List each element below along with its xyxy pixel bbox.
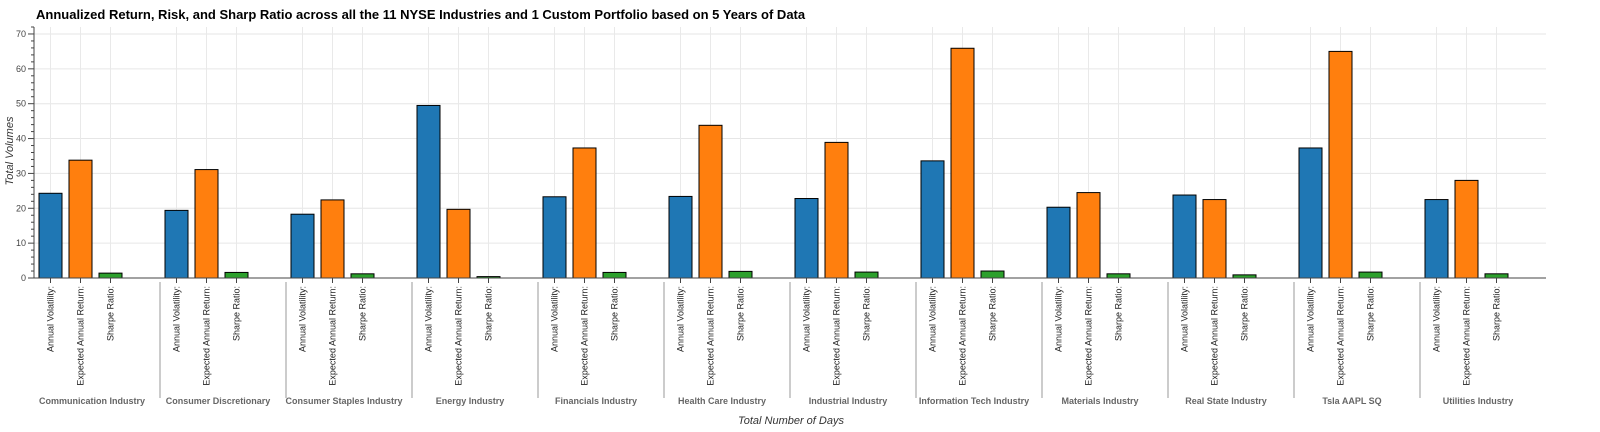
x-tick-label: Sharpe Ratio: xyxy=(1114,286,1124,341)
x-tick-label: Annual Volatility: xyxy=(424,286,434,352)
y-tick-label: 20 xyxy=(16,203,26,213)
group-label: Consumer Staples Industry xyxy=(285,396,402,406)
x-tick-label: Sharpe Ratio: xyxy=(736,286,746,341)
x-tick-label: Expected Annual Return: xyxy=(328,286,338,386)
group-label: Financials Industry xyxy=(555,396,637,406)
bar-layer xyxy=(38,47,1509,279)
x-tick-label: Annual Volatility: xyxy=(550,286,560,352)
group-label: Consumer Discretionary xyxy=(166,396,271,406)
bar xyxy=(728,270,753,279)
x-tick-label: Annual Volatility: xyxy=(928,286,938,352)
y-tick-label: 60 xyxy=(16,64,26,74)
x-tick-label: Sharpe Ratio: xyxy=(1492,286,1502,341)
y-tick-label: 0 xyxy=(21,273,26,283)
bar xyxy=(290,213,315,279)
x-tick-label: Annual Volatility: xyxy=(676,286,686,352)
bar xyxy=(98,272,123,279)
x-tick-label: Expected Annual Return: xyxy=(202,286,212,386)
group-label: Materials Industry xyxy=(1061,396,1138,406)
bar xyxy=(602,271,627,279)
group-label: Industrial Industry xyxy=(809,396,888,406)
x-tick-label: Annual Volatility: xyxy=(1306,286,1316,352)
x-tick-label: Expected Annual Return: xyxy=(76,286,86,386)
bar xyxy=(224,271,249,279)
x-tick-label: Expected Annual Return: xyxy=(1084,286,1094,386)
bar xyxy=(1046,206,1071,279)
group-label: Communication Industry xyxy=(39,396,145,406)
x-tick-label: Expected Annual Return: xyxy=(1210,286,1220,386)
bar xyxy=(68,159,93,279)
x-tick-label: Expected Annual Return: xyxy=(958,286,968,386)
x-tick-label: Sharpe Ratio: xyxy=(610,286,620,341)
x-tick-label: Expected Annual Return: xyxy=(580,286,590,386)
grid-layer xyxy=(34,27,1546,279)
x-tick-label: Sharpe Ratio: xyxy=(484,286,494,341)
bar xyxy=(950,47,975,279)
x-tick-label: Annual Volatility: xyxy=(46,286,56,352)
x-tick-label: Annual Volatility: xyxy=(1180,286,1190,352)
y-tick-label: 50 xyxy=(16,99,26,109)
x-tick-label: Expected Annual Return: xyxy=(454,286,464,386)
x-tick-label: Expected Annual Return: xyxy=(706,286,716,386)
x-tick-label: Annual Volatility: xyxy=(298,286,308,352)
bar xyxy=(164,209,189,279)
y-tick-label: 70 xyxy=(16,29,26,39)
x-tick-label: Expected Annual Return: xyxy=(1462,286,1472,386)
y-tick-label: 30 xyxy=(16,168,26,178)
bar xyxy=(668,195,693,279)
x-tick-label: Annual Volatility: xyxy=(802,286,812,352)
x-tick-label: Annual Volatility: xyxy=(1432,286,1442,352)
bar xyxy=(1424,199,1449,279)
x-tick-label: Sharpe Ratio: xyxy=(106,286,116,341)
bar xyxy=(854,271,879,279)
x-tick-label: Sharpe Ratio: xyxy=(1240,286,1250,341)
bar xyxy=(1076,192,1101,279)
bar xyxy=(38,192,63,279)
x-axis-label: Total Number of Days xyxy=(738,415,844,427)
group-label: Information Tech Industry xyxy=(919,396,1029,406)
bar xyxy=(920,160,945,279)
group-label: Tsla AAPL SQ xyxy=(1322,396,1381,406)
group-label: Utilities Industry xyxy=(1443,396,1514,406)
x-tick-label: Annual Volatility: xyxy=(172,286,182,352)
bar xyxy=(542,196,567,279)
bar xyxy=(1298,147,1323,279)
group-label: Energy Industry xyxy=(436,396,505,406)
bar xyxy=(1328,50,1353,279)
x-tick-label: Annual Volatility: xyxy=(1054,286,1064,352)
bar xyxy=(1484,273,1509,279)
bar xyxy=(572,147,597,279)
bar xyxy=(698,124,723,279)
bar xyxy=(824,141,849,279)
y-axis-label: Total Volumes xyxy=(4,116,16,185)
x-tick-label: Expected Annual Return: xyxy=(832,286,842,386)
chart-title: Annualized Return, Risk, and Sharp Ratio… xyxy=(36,7,806,22)
group-label: Health Care Industry xyxy=(678,396,766,406)
x-tick-label: Sharpe Ratio: xyxy=(358,286,368,341)
bar xyxy=(1358,271,1383,279)
bar xyxy=(446,208,471,279)
x-tick-label: Sharpe Ratio: xyxy=(862,286,872,341)
y-tick-label: 40 xyxy=(16,134,26,144)
bar xyxy=(980,270,1005,279)
bar xyxy=(794,198,819,279)
bar xyxy=(350,273,375,279)
x-tick-label: Expected Annual Return: xyxy=(1336,286,1346,386)
y-tick-label: 10 xyxy=(16,238,26,248)
bar xyxy=(320,199,345,279)
bar xyxy=(1454,179,1479,279)
bar xyxy=(416,104,441,279)
group-label: Real State Industry xyxy=(1185,396,1267,406)
x-tick-label: Sharpe Ratio: xyxy=(232,286,242,341)
bar xyxy=(1106,273,1131,279)
bar xyxy=(1172,194,1197,279)
x-tick-label: Sharpe Ratio: xyxy=(988,286,998,341)
axis-layer: 0 10 20 30 40 50 60 70 Annual Volatility: Expecte… xyxy=(16,26,1546,406)
bar xyxy=(1202,199,1227,279)
x-tick-label: Sharpe Ratio: xyxy=(1366,286,1376,341)
bar xyxy=(194,169,219,279)
